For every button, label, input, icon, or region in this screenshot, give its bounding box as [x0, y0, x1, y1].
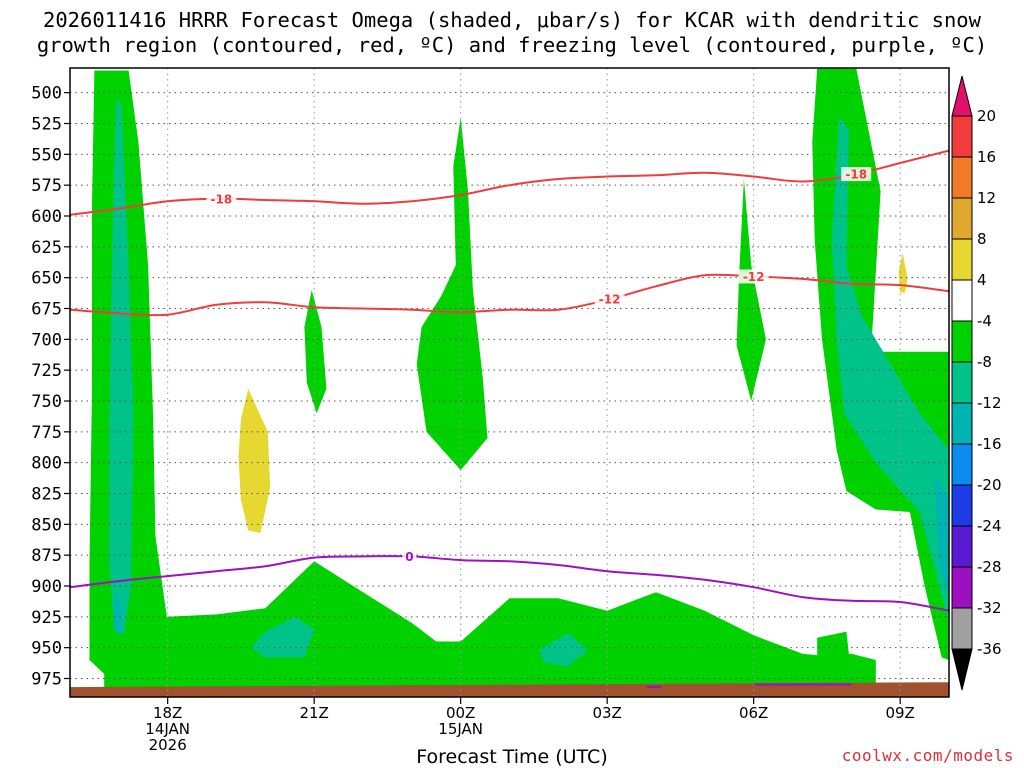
- y-tick-label: 700: [31, 330, 62, 350]
- x-tick-label: 09Z: [885, 704, 914, 722]
- colorbar-label: 20: [977, 107, 996, 125]
- colorbar-swatch: [951, 484, 973, 527]
- contour-label: -12: [599, 293, 621, 307]
- title-line-2: growth region (contoured, red, ºC) and f…: [36, 33, 988, 57]
- x-axis-label: Forecast Time (UTC): [416, 746, 608, 768]
- freezing-ground-mark-1: [646, 685, 661, 688]
- y-tick-label: 550: [31, 145, 62, 165]
- shade-00z-plume: [416, 117, 488, 471]
- shade-17z-core: [109, 98, 134, 636]
- y-tick-label: 925: [31, 608, 62, 628]
- y-tick-label: 675: [31, 300, 62, 320]
- y-tick-label: 575: [31, 176, 62, 196]
- shade-21z-plume: [304, 290, 327, 414]
- contour-label-bg: [841, 167, 872, 182]
- colorbar-swatch: [951, 197, 973, 240]
- title-line-1: 2026011416 HRRR Forecast Omega (shaded, …: [43, 8, 981, 32]
- colorbar-label: 12: [977, 189, 996, 207]
- colorbar-swatch: [951, 115, 973, 158]
- x-tick-label: 00Z: [446, 704, 475, 722]
- colorbar-swatch: [951, 566, 973, 609]
- colorbar-bottom-arrow: [951, 648, 973, 691]
- shade-17z-inner: [113, 592, 123, 636]
- y-tick-label: 650: [31, 269, 62, 289]
- colorbar-label: -36: [977, 640, 1002, 658]
- contour-label-bg: [738, 269, 769, 284]
- y-tick-label: 750: [31, 392, 62, 412]
- colorbar-label: -12: [977, 394, 1002, 412]
- contour-label: 0: [405, 550, 413, 564]
- shade-ground: [70, 682, 949, 697]
- y-tick-label: 950: [31, 639, 62, 659]
- contour-line: [70, 555, 949, 612]
- shade-lowlevel-band: [104, 561, 876, 691]
- colorbar-swatch: [951, 443, 973, 486]
- shade-teal-blob-2: [538, 632, 588, 667]
- colorbar-label: -16: [977, 435, 1002, 453]
- y-axis: 500 525 550 575 600 625 650 675 700 725 750 775 800 8…: [31, 84, 70, 690]
- grid-lines: [70, 68, 949, 697]
- x-tick-label: 2026: [149, 736, 187, 754]
- colorbar-swatch: [951, 156, 973, 199]
- colorbar-swatch: [951, 361, 973, 404]
- shade-teal-blob-1: [250, 616, 315, 658]
- contour-label: -18: [845, 168, 867, 182]
- x-tick-label: 03Z: [592, 704, 621, 722]
- contour-label-bg: [402, 549, 417, 564]
- colorbar-swatch: [951, 320, 973, 363]
- y-tick-label: 900: [31, 577, 62, 597]
- colorbar-swatch: [951, 402, 973, 445]
- y-tick-label: 825: [31, 485, 62, 505]
- contour-label-bg: [206, 191, 237, 206]
- colorbar-label: 8: [977, 230, 987, 248]
- colorbar-label: -24: [977, 517, 1002, 535]
- credit-text: coolwx.com/models: [841, 746, 1014, 765]
- colorbar-swatch: [951, 238, 973, 281]
- shade-07z-inner: [934, 475, 949, 599]
- y-tick-label: 500: [31, 84, 62, 104]
- y-tick-label: 975: [31, 670, 62, 690]
- x-tick-label: 18Z: [153, 704, 182, 722]
- x-tick-label: 06Z: [739, 704, 768, 722]
- colorbar-label: -8: [977, 353, 992, 371]
- y-tick-label: 850: [31, 515, 62, 535]
- y-tick-label: 875: [31, 546, 62, 566]
- colorbar-label: -4: [977, 312, 992, 330]
- x-tick-label: 21Z: [299, 704, 328, 722]
- colorbar-top-arrow: [951, 75, 973, 117]
- colorbar-swatch: [951, 607, 973, 650]
- shade-08z-blob: [817, 631, 849, 670]
- y-tick-label: 725: [31, 361, 62, 381]
- contour-label-bg: [594, 292, 625, 307]
- y-tick-label: 625: [31, 238, 62, 258]
- y-tick-label: 800: [31, 454, 62, 474]
- colorbar-label: -28: [977, 558, 1002, 576]
- y-tick-label: 775: [31, 423, 62, 443]
- colorbar: 20 16 12 8 4 -4 -8 -12 -16 -20 -24 -28 -32 -36: [951, 75, 1002, 691]
- x-tick-label: 15JAN: [438, 720, 483, 738]
- chart-title: 2026011416 HRRR Forecast Omega (shaded, …: [0, 8, 1024, 58]
- shade-06z-plume: [736, 179, 766, 401]
- y-tick-label: 525: [31, 115, 62, 135]
- x-tick-label: 14JAN: [145, 720, 190, 738]
- colorbar-label: -32: [977, 599, 1002, 617]
- shade-yellow-09z: [898, 253, 908, 293]
- y-tick-label: 600: [31, 207, 62, 227]
- colorbar-swatch: [951, 525, 973, 568]
- contour-line: [70, 273, 949, 317]
- contours: -18 -18 -12 -12 0: [70, 149, 949, 612]
- colorbar-label: 4: [977, 271, 987, 289]
- colorbar-label: 16: [977, 148, 996, 166]
- colorbar-label: -20: [977, 476, 1002, 494]
- contour-label: -12: [743, 270, 765, 284]
- contour-label: -18: [211, 192, 233, 206]
- plot-frame: [69, 67, 950, 698]
- freezing-ground-mark-2: [753, 683, 852, 686]
- omega-shading: [70, 68, 949, 697]
- colorbar-swatch: [951, 279, 973, 322]
- shade-yellow-19z: [238, 388, 271, 533]
